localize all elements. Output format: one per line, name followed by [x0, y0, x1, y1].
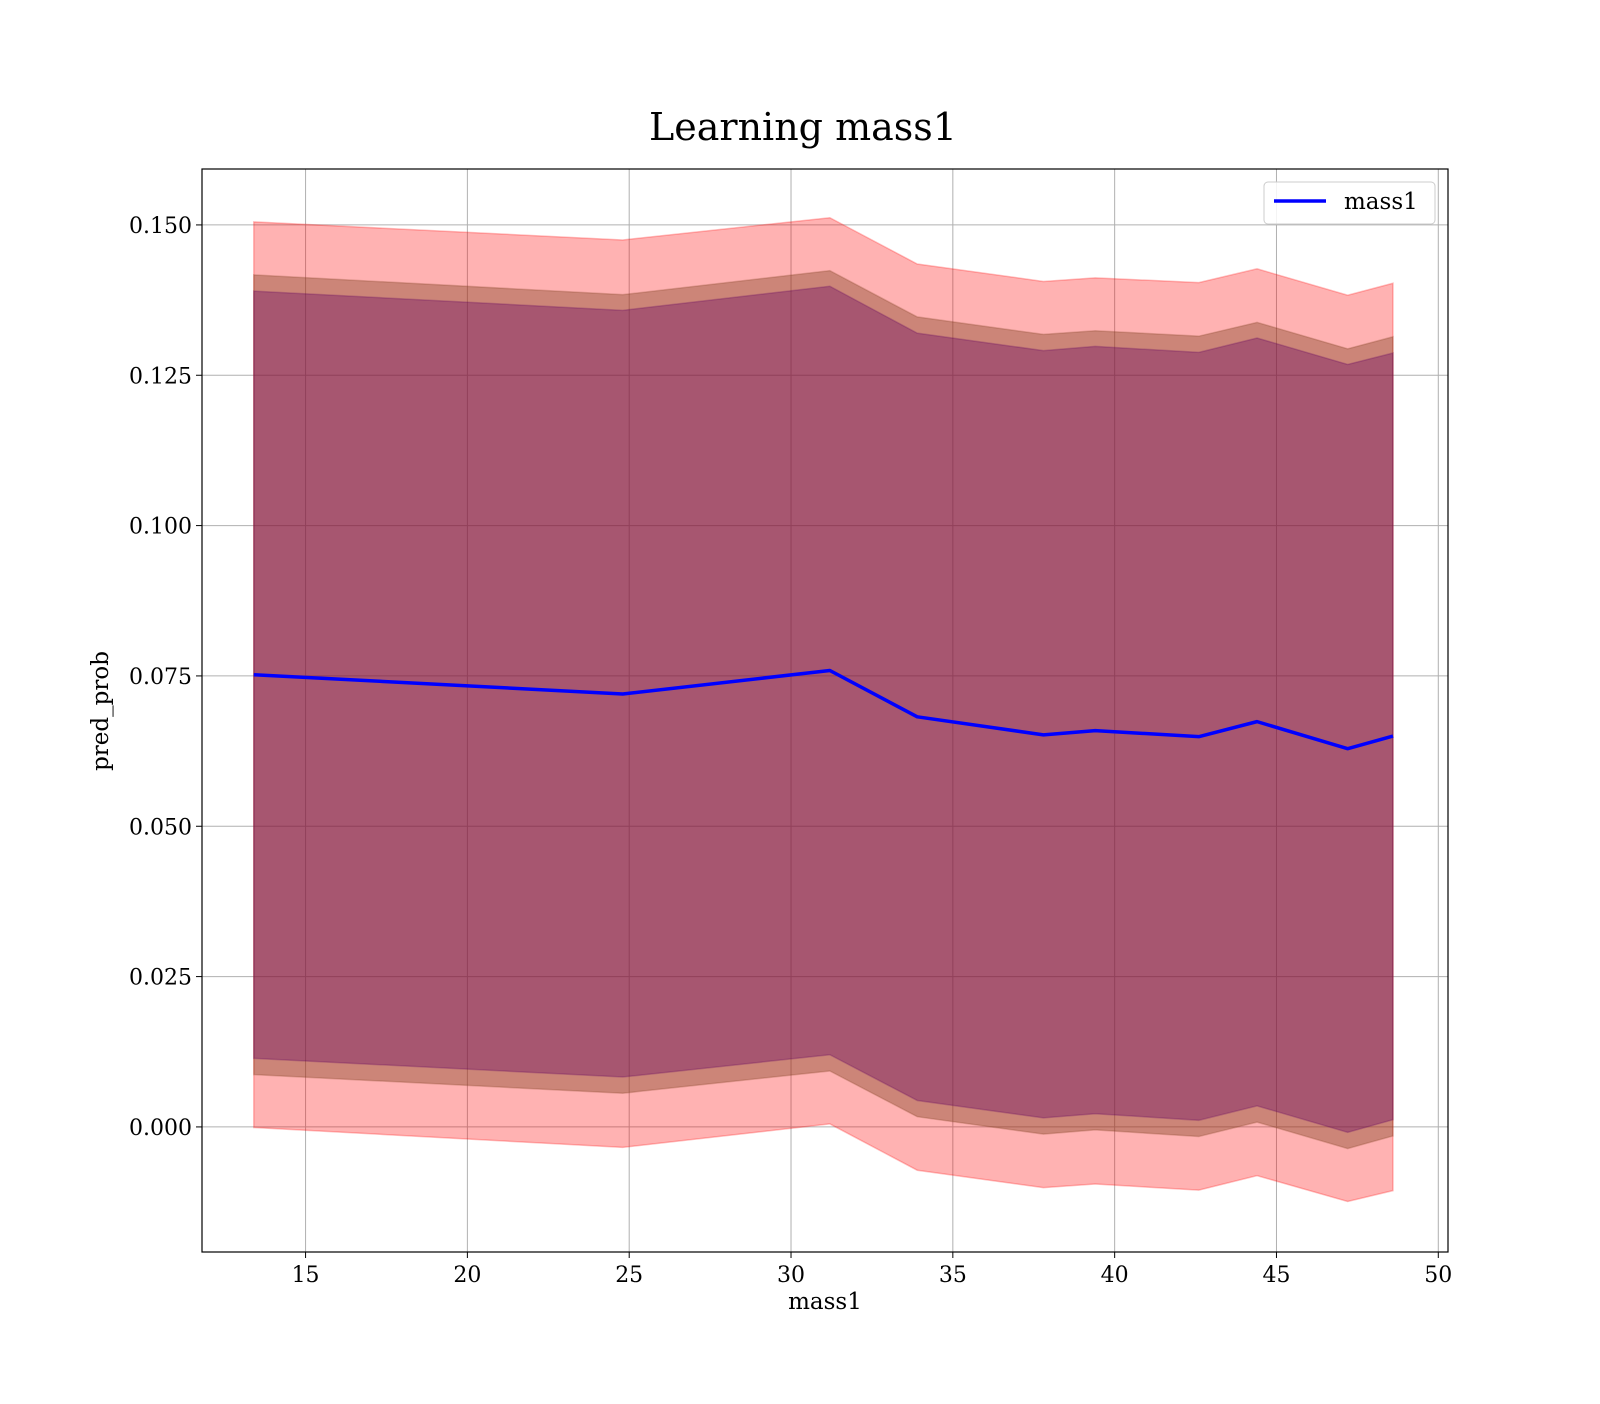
y-axis-label: pred_prob — [88, 651, 114, 771]
chart-title: Learning mass1 — [649, 105, 957, 149]
series-line-mass1 — [253, 668, 1394, 751]
legend-box — [1263, 181, 1436, 225]
y-tick-label: 0.100 — [129, 515, 192, 540]
band-layer — [253, 216, 1394, 1203]
confidence-band-3 — [253, 285, 1394, 1134]
x-tick-label: 20 — [453, 1263, 481, 1288]
y-tick-label: 0.000 — [129, 1116, 192, 1141]
x-tick-label: 45 — [1262, 1263, 1290, 1288]
plot-frame — [201, 168, 1449, 1253]
confidence-band-1 — [253, 216, 1394, 1203]
x-axis-label: mass1 — [788, 1289, 862, 1315]
x-tick-label: 40 — [1101, 1263, 1129, 1288]
legend: mass1 — [1263, 181, 1436, 225]
x-axis-ticks: 15 20 25 30 35 40 45 50 — [292, 1252, 1452, 1288]
y-axis-ticks: 0.000 0.025 0.050 0.075 0.100 0.125 0.150 — [129, 214, 202, 1141]
legend-label: mass1 — [1344, 189, 1418, 215]
x-tick-label: 25 — [615, 1263, 643, 1288]
y-tick-label: 0.050 — [129, 815, 192, 840]
y-tick-label: 0.150 — [129, 214, 192, 239]
confidence-band-2 — [253, 269, 1394, 1150]
x-tick-label: 50 — [1424, 1263, 1452, 1288]
x-tick-label: 30 — [777, 1263, 805, 1288]
y-tick-label: 0.025 — [129, 966, 192, 991]
line-layer — [253, 668, 1394, 751]
y-tick-label: 0.075 — [129, 665, 192, 690]
x-tick-label: 15 — [292, 1263, 320, 1288]
grid-layer — [202, 169, 1448, 1252]
y-tick-label: 0.125 — [129, 364, 192, 389]
x-tick-label: 35 — [939, 1263, 967, 1288]
